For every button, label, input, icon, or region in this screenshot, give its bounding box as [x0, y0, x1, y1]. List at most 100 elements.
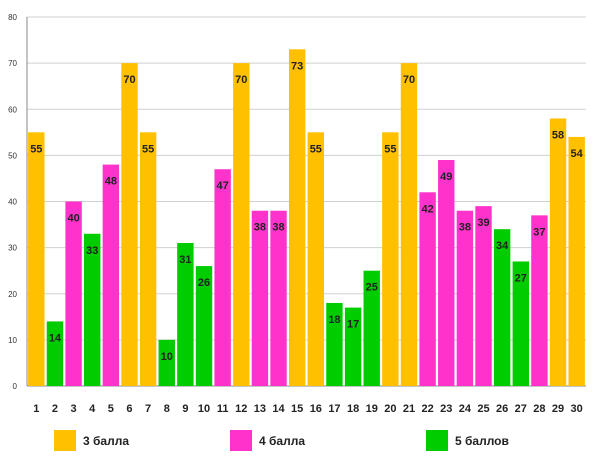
- y-tick-label: 60: [8, 105, 17, 114]
- legend-swatch-3: [54, 430, 76, 451]
- data-label: 37: [533, 226, 545, 238]
- y-tick-label: 70: [8, 59, 17, 68]
- data-label: 17: [347, 319, 359, 331]
- data-label: 70: [123, 74, 135, 86]
- x-tick-label: 11: [217, 403, 229, 415]
- data-label: 25: [366, 282, 378, 294]
- gridlines: [27, 16, 586, 341]
- bar: [568, 136, 585, 386]
- bar: [456, 210, 474, 386]
- bar: [65, 201, 82, 386]
- x-tick-label: 27: [515, 403, 527, 415]
- x-tick-label: 28: [533, 403, 545, 415]
- bar: [121, 63, 138, 386]
- bar: [84, 233, 101, 386]
- x-tick-label: 16: [310, 403, 322, 415]
- bar: [233, 63, 250, 386]
- bar: [475, 206, 492, 386]
- x-tick-label: 5: [108, 403, 114, 415]
- x-tick-label: 4: [89, 403, 96, 415]
- x-tick-label: 21: [403, 403, 415, 415]
- y-tick-label: 30: [8, 244, 17, 253]
- bars: [28, 49, 585, 386]
- bar: [307, 132, 325, 386]
- bar: [400, 63, 418, 386]
- bar: [512, 261, 529, 386]
- bar: [288, 49, 306, 386]
- data-label: 54: [571, 148, 584, 160]
- data-label: 58: [552, 129, 564, 141]
- bar: [419, 192, 436, 386]
- bar: [46, 321, 64, 386]
- legend-swatch-4: [230, 430, 252, 451]
- x-tick-label: 17: [328, 403, 340, 415]
- bar: [363, 270, 380, 386]
- bar: [270, 210, 287, 386]
- x-tick-label: 22: [421, 403, 433, 415]
- x-tick-label: 13: [254, 403, 266, 415]
- bar: [177, 243, 194, 386]
- data-label: 38: [459, 222, 471, 234]
- legend-item: 3 балла: [54, 430, 129, 451]
- data-label: 38: [254, 222, 266, 234]
- data-label: 49: [440, 171, 452, 183]
- bar: [531, 215, 548, 386]
- bar: [158, 339, 175, 386]
- x-tick-label: 9: [182, 403, 188, 415]
- x-tick-label: 10: [198, 403, 210, 415]
- data-label: 14: [49, 332, 62, 344]
- data-label: 18: [328, 314, 340, 326]
- data-label: 34: [496, 240, 509, 252]
- y-tick-label: 0: [13, 382, 18, 391]
- x-tick-label: 2: [52, 403, 58, 415]
- bar: [214, 169, 231, 386]
- x-tick-label: 1: [33, 403, 39, 415]
- x-tick-label: 15: [291, 403, 303, 415]
- legend-label-4: 4 балла: [259, 434, 305, 448]
- data-label: 70: [403, 74, 415, 86]
- data-label: 70: [235, 74, 247, 86]
- data-label: 47: [217, 180, 229, 192]
- bar: [102, 164, 120, 386]
- legend-label-3: 3 балла: [83, 434, 129, 448]
- data-label: 73: [291, 60, 303, 72]
- bar: [326, 302, 343, 386]
- bar: [251, 210, 269, 386]
- data-label: 38: [272, 222, 284, 234]
- y-tick-label: 20: [8, 290, 17, 299]
- y-tick-label: 50: [8, 151, 17, 160]
- x-tick-label: 18: [347, 403, 359, 415]
- data-label: 55: [30, 143, 42, 155]
- x-tick-label: 6: [126, 403, 132, 415]
- x-tick-label: 26: [496, 403, 508, 415]
- x-tick-label: 8: [164, 403, 170, 415]
- y-axis-ticks: 0 10 20 30 40 50 60 70 80: [8, 13, 17, 391]
- x-tick-label: 24: [459, 403, 472, 415]
- data-label: 55: [384, 143, 396, 155]
- bar: [382, 132, 399, 386]
- x-tick-label: 3: [71, 403, 77, 415]
- x-tick-label: 20: [384, 403, 396, 415]
- data-label: 27: [515, 272, 527, 284]
- x-tick-label: 30: [571, 403, 583, 415]
- x-tick-label: 23: [440, 403, 452, 415]
- data-label: 55: [310, 143, 322, 155]
- y-tick-label: 10: [8, 336, 17, 345]
- legend-label-5: 5 баллов: [455, 434, 509, 448]
- legend-item: 4 балла: [230, 430, 305, 451]
- x-tick-label: 12: [235, 403, 247, 415]
- data-label: 33: [86, 245, 98, 257]
- data-labels: 55 14 40 33 48 70 55 10 31 26 47 70 38 38 73 55 18 17 25 55…: [30, 60, 583, 363]
- bar: [344, 307, 362, 386]
- data-label: 39: [477, 217, 489, 229]
- bar: [549, 118, 567, 386]
- bar: [438, 159, 455, 386]
- data-label: 31: [179, 254, 191, 266]
- data-label: 48: [105, 176, 117, 188]
- bar: [28, 132, 45, 386]
- x-tick-label: 19: [366, 403, 378, 415]
- x-tick-label: 25: [477, 403, 489, 415]
- data-label: 55: [142, 143, 154, 155]
- y-tick-label: 80: [8, 13, 17, 22]
